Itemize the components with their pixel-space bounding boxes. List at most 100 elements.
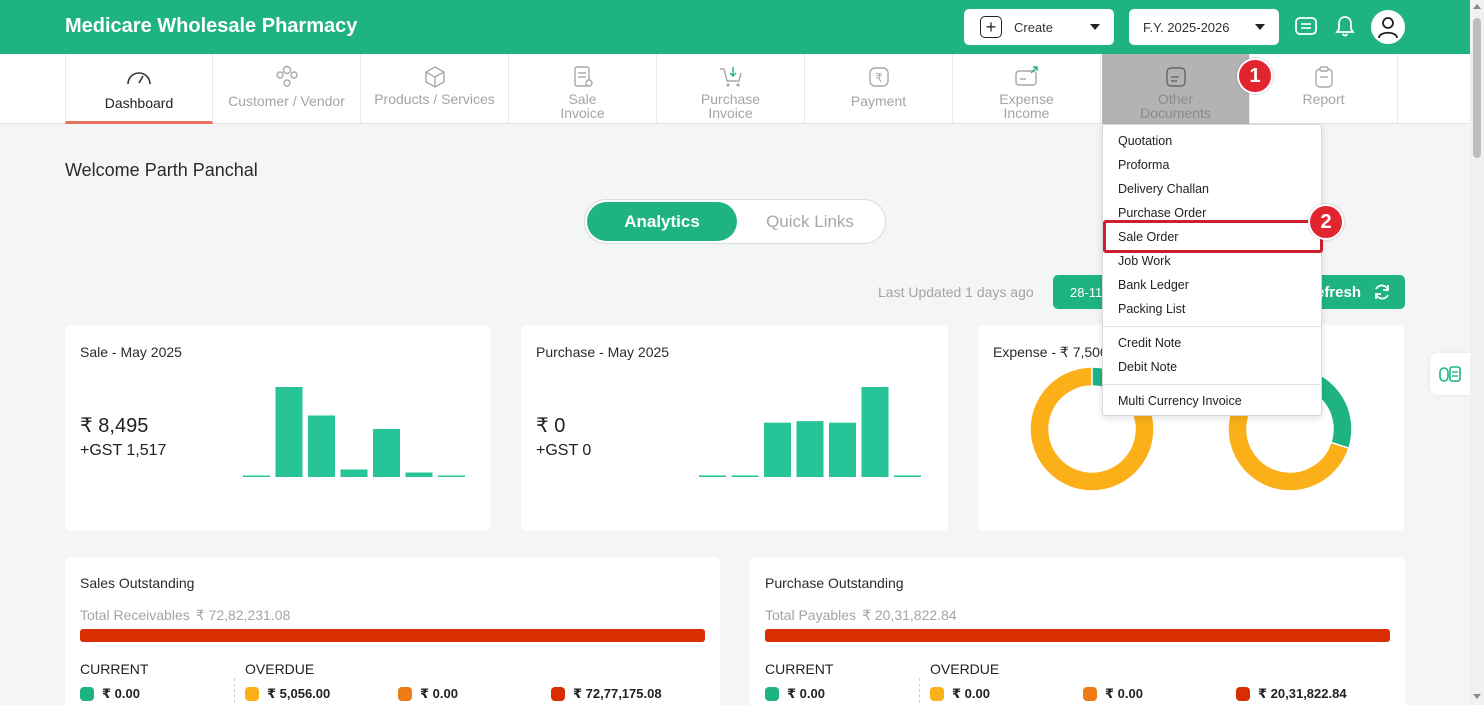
app-title: Medicare Wholesale Pharmacy [65,15,358,37]
menu-item-debit-note[interactable]: Debit Note [1118,360,1178,374]
keyboard-icon[interactable] [1294,14,1318,38]
tab-sale-invoice[interactable]: Sale Invoice [509,54,657,124]
menu-item-delivery-challan[interactable]: Delivery Challan [1118,182,1210,196]
tab-label: Payment [850,93,907,109]
scroll-thumb[interactable] [1473,18,1481,158]
menu-item-multi-currency-invoice[interactable]: Multi Currency Invoice [1118,394,1242,408]
users-icon [274,64,300,90]
tab-payment[interactable]: ₹ Payment [805,54,953,124]
overdue-label: OVERDUE [930,661,1000,677]
purchase-card: Purchase - May 2025 ₹ 0 +GST 0 [521,325,948,531]
total-label: Total Receivables [80,607,190,623]
menu-divider [1103,384,1321,385]
analytics-toggle[interactable]: Analytics [587,202,737,241]
menu-item-proforma[interactable]: Proforma [1118,158,1170,172]
gauge-icon [126,64,152,90]
legend-dot [1083,687,1097,701]
receivables-bar [80,629,705,642]
chevron-down-icon [1255,24,1265,30]
tab-label: Products / Services [374,91,495,107]
overdue-amount: ₹ 20,31,822.84 [1236,686,1347,702]
tab-report[interactable]: Report [1250,54,1398,124]
tab-label: Sale Invoice [560,91,605,121]
amount-value: ₹ 0.00 [1105,686,1143,701]
legend-dot [398,687,412,701]
payables-bar [765,629,1390,642]
chart-bar [243,475,270,477]
chart-bar [796,421,824,477]
step-badge-1: 1 [1237,58,1273,94]
financial-year-select[interactable]: F.Y. 2025-2026 [1129,9,1279,45]
side-panel-tab[interactable] [1430,353,1470,395]
overdue-amount: ₹ 0.00 [398,686,458,702]
create-label: Create [1014,19,1054,35]
welcome-text: Welcome Parth Panchal [65,160,258,180]
tab-label: Customer / Vendor [228,93,345,109]
menu-item-bank-ledger[interactable]: Bank Ledger [1118,278,1189,292]
divider [919,678,920,705]
chart-bar [699,475,726,477]
amount-value: ₹ 5,056.00 [267,686,331,701]
step-badge-2: 2 [1308,204,1344,240]
menu-item-purchase-order[interactable]: Purchase Order [1118,206,1207,220]
overdue-amount: ₹ 5,056.00 [245,686,330,702]
pills-icon [1439,366,1461,382]
view-toggle: Analytics Quick Links [584,199,886,244]
sale-gst: +GST 1,517 [80,442,167,459]
menu-item-quotation[interactable]: Quotation [1118,134,1173,148]
tab-dashboard[interactable]: Dashboard [65,54,213,124]
chart-bar [894,475,921,477]
legend-dot [1236,687,1250,701]
tab-customer-vendor[interactable]: Customer / Vendor [213,54,361,124]
overdue-amount: ₹ 72,77,175.08 [551,686,662,702]
sale-bar-chart [243,387,465,477]
tab-label: Expense Income [999,91,1054,121]
tab-other-documents[interactable]: Other Documents [1102,54,1250,124]
menu-item-job-work[interactable]: Job Work [1118,254,1171,268]
rupee-icon: ₹ [866,64,892,90]
tab-products-services[interactable]: Products / Services [361,54,509,124]
fy-label: F.Y. 2025-2026 [1143,19,1230,35]
chart-bar [340,469,368,477]
cart-icon [718,64,744,90]
main-nav: Dashboard Customer / Vendor Products / S… [0,54,1470,124]
tab-purchase-invoice[interactable]: Purchase Invoice [657,54,805,124]
quick-links-toggle[interactable]: Quick Links [766,211,854,231]
purchase-gst: +GST 0 [536,442,592,459]
scroll-up-icon[interactable] [1473,4,1481,9]
tab-expense-income[interactable]: Expense Income [953,54,1101,124]
card-title: Sales Outstanding [80,575,195,591]
chart-bar [861,387,889,477]
avatar[interactable] [1371,10,1405,44]
sales-outstanding-card: Sales Outstanding Total Receivables ₹ 72,… [65,557,720,705]
card-title: Purchase - May 2025 [536,344,670,360]
create-button[interactable]: + Create [964,9,1114,45]
chart-bar [308,415,335,477]
legend-dot [765,687,779,701]
refresh-icon [1375,284,1389,300]
purchase-bar-chart [699,387,921,477]
scroll-down-icon[interactable] [1473,694,1481,699]
chart-bar [829,422,856,477]
chart-bar [764,422,791,477]
document-icon [1163,64,1189,90]
overdue-amount: ₹ 0.00 [930,686,990,702]
legend-dot [551,687,565,701]
top-bar: Medicare Wholesale Pharmacy + Create F.Y… [0,0,1470,54]
menu-item-packing-list[interactable]: Packing List [1118,302,1186,316]
purchase-amount: ₹ 0 [536,415,566,437]
total-label: Total Payables [765,607,857,623]
other-documents-menu: Quotation Proforma Delivery Challan Purc… [1102,124,1322,416]
menu-item-sale-order[interactable]: Sale Order [1118,230,1179,244]
total-receivables: Total Receivables ₹ 72,82,231.08 [80,607,290,624]
bell-icon[interactable] [1333,14,1357,38]
purchase-outstanding-card: Purchase Outstanding Total Payables ₹ 20,… [750,557,1405,705]
wallet-icon [1014,64,1040,90]
scrollbar[interactable] [1470,0,1484,705]
current-label: CURRENT [765,661,834,677]
card-title: Expense - ₹ 7,500 [993,344,1108,360]
menu-item-credit-note[interactable]: Credit Note [1118,336,1182,350]
current-amount: ₹ 0.00 [765,686,825,702]
chart-bar [275,387,303,477]
legend-dot [245,687,259,701]
